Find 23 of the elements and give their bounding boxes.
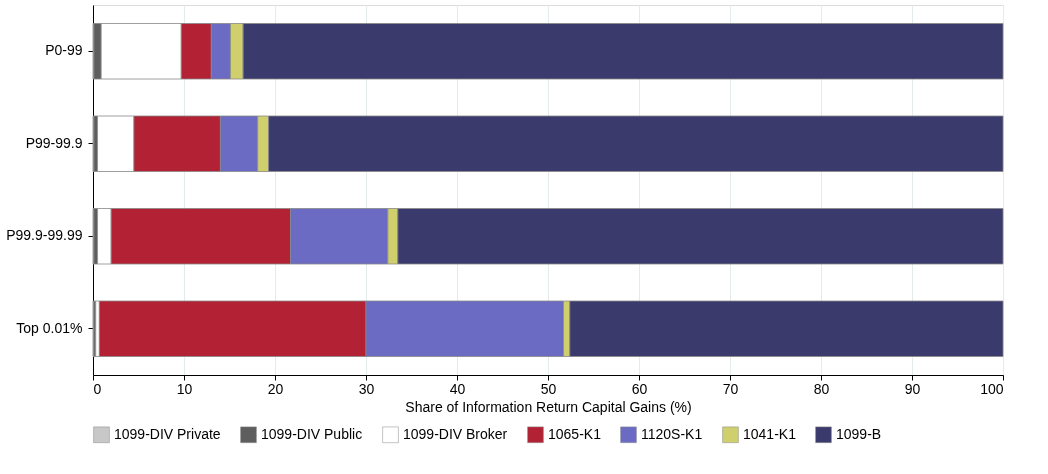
legend-label: 1065-K1 bbox=[548, 425, 602, 442]
x-tick-label: 90 bbox=[904, 380, 921, 397]
legend-label: 1099-DIV Public bbox=[261, 425, 363, 442]
x-tick-label: 10 bbox=[176, 380, 193, 397]
x-tick-label: 70 bbox=[722, 380, 739, 397]
x-tick-label: 40 bbox=[449, 380, 466, 397]
x-tick-label: 20 bbox=[267, 380, 284, 397]
y-tick-label: Top 0.01% bbox=[16, 319, 83, 336]
x-tick-label: 80 bbox=[813, 380, 830, 397]
legend-label: 1041-K1 bbox=[743, 425, 797, 442]
legend-label: 1120S-K1 bbox=[641, 425, 703, 442]
legend-label: 1099-B bbox=[836, 425, 882, 442]
x-tick-label: 60 bbox=[631, 380, 648, 397]
x-tick-label: 100 bbox=[980, 380, 1004, 397]
legend-label: 1099-DIV Broker bbox=[403, 425, 508, 442]
x-tick-label: 0 bbox=[93, 380, 102, 397]
y-tick-label: P0-99 bbox=[45, 42, 83, 59]
legend-label: 1099-DIV Private bbox=[114, 425, 221, 442]
y-tick-label: P99.9-99.99 bbox=[6, 227, 83, 244]
x-tick-label: 30 bbox=[358, 380, 375, 397]
y-tick-label: P99-99.9 bbox=[25, 134, 83, 151]
x-tick-label: 50 bbox=[540, 380, 557, 397]
x-axis-title: Share of Information Return Capital Gains (%) bbox=[405, 398, 692, 415]
